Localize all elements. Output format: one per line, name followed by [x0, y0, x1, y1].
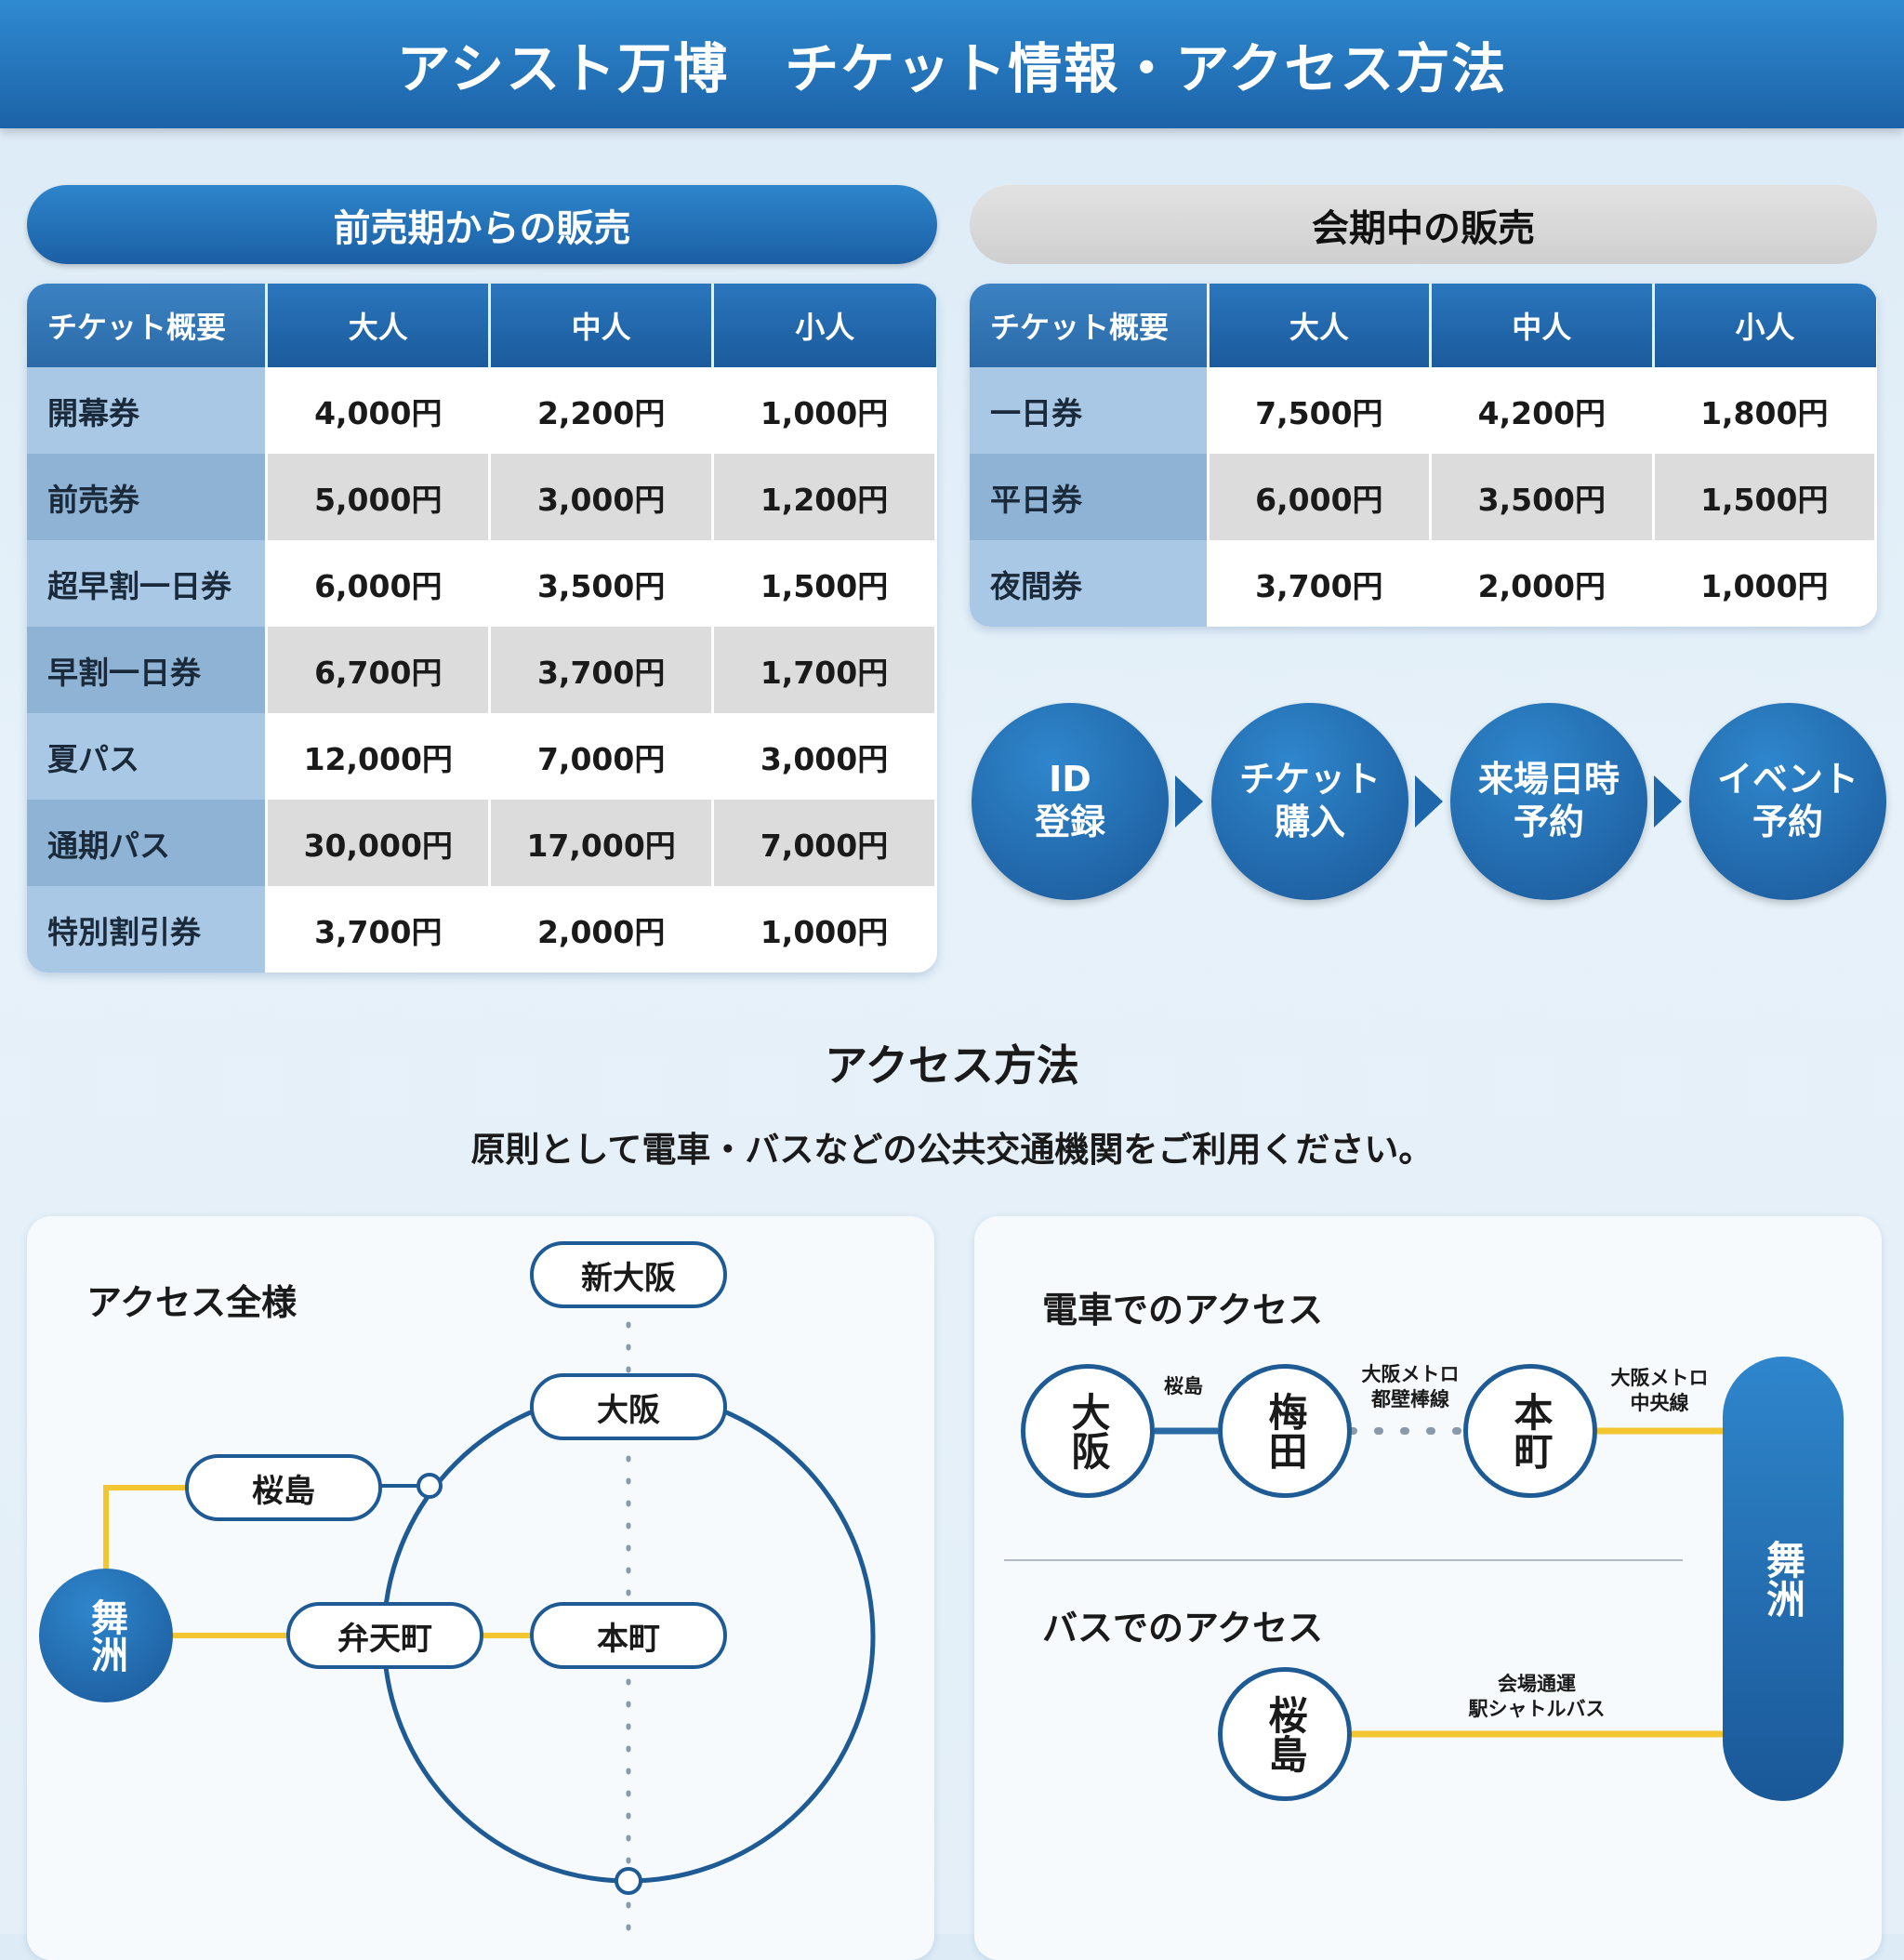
page-header: アシスト万博 チケット情報・アクセス方法	[0, 0, 1904, 128]
price-cell: 4,000円	[266, 367, 492, 454]
line-label-sakurajima: 桜島	[1164, 1375, 1203, 1397]
access-title: アクセス方法	[825, 1040, 1079, 1091]
column-header: 大人	[266, 284, 492, 367]
price-cell: 2,000円	[489, 886, 715, 973]
table-row: 開幕券 4,000円 2,200円 1,000円	[27, 367, 937, 454]
price-cell: 1,200円	[712, 454, 937, 540]
price-cell: 3,700円	[266, 886, 492, 973]
column-header: チケット概要	[970, 284, 1210, 367]
price-cell: 5,000円	[266, 454, 492, 540]
price-cell: 4,200円	[1430, 367, 1655, 454]
column-header: 中人	[489, 284, 715, 367]
yellow-line-sakurajima	[103, 1485, 186, 1581]
column-header: 大人	[1208, 284, 1433, 367]
price-cell: 1,500円	[1653, 454, 1877, 540]
page-title: アシスト万博 チケット情報・アクセス方法	[396, 37, 1508, 100]
price-cell: 1,000円	[1653, 540, 1877, 627]
price-cell: 3,700円	[489, 627, 715, 713]
price-cell: 2,200円	[489, 367, 715, 454]
arrow-right-icon	[1175, 775, 1203, 828]
ticket-type-cell: 前売券	[27, 454, 269, 540]
bus-title: バスでのアクセス	[1042, 1608, 1324, 1649]
price-cell: 3,000円	[489, 454, 715, 540]
station-shin-osaka: 新大阪	[530, 1241, 727, 1308]
flow-step: チケット 購入	[1211, 703, 1408, 900]
ticket-type-cell: 夏パス	[27, 713, 269, 800]
price-cell: 7,000円	[489, 713, 715, 800]
column-header: チケット概要	[27, 284, 269, 367]
price-cell: 12,000円	[266, 713, 492, 800]
price-cell: 3,000円	[712, 713, 937, 800]
table-header-row: チケット概要 大人 中人 小人	[970, 284, 1876, 367]
price-cell: 7,000円	[712, 800, 937, 886]
flow-step: イベント 予約	[1689, 703, 1886, 900]
junction-node	[615, 1867, 642, 1895]
table-row: 超早割一日券 6,000円 3,500円 1,500円	[27, 540, 937, 627]
table-row: 通期パス 30,000円 17,000円 7,000円	[27, 800, 937, 886]
table-row: 特別割引券 3,700円 2,000円 1,000円	[27, 886, 937, 973]
price-cell: 3,700円	[1208, 540, 1433, 627]
table-row: 夏パス 12,000円 7,000円 3,000円	[27, 713, 937, 800]
flow-step: ID 登録	[972, 703, 1169, 900]
station-honmachi: 本町	[530, 1602, 727, 1669]
ticket-type-cell: 平日券	[970, 454, 1210, 540]
train-station-umeda: 梅田	[1218, 1364, 1352, 1498]
column-header: 小人	[1653, 284, 1876, 367]
train-title: 電車でのアクセス	[1042, 1290, 1324, 1331]
train-station-honmachi: 本町	[1463, 1364, 1597, 1498]
ticket-type-cell: 通期パス	[27, 800, 269, 886]
overview-panel	[27, 1216, 934, 1960]
price-cell: 1,000円	[712, 886, 937, 973]
price-cell: 1,500円	[712, 540, 937, 627]
during-heading: 会期中の販売	[970, 185, 1877, 264]
overview-title: アクセス全様	[86, 1282, 298, 1323]
ticket-type-cell: 特別割引券	[27, 886, 269, 973]
presale-table: チケット概要 大人 中人 小人 開幕券 4,000円 2,200円 1,000円 前売券 5,00…	[27, 284, 937, 973]
ticket-type-cell: 早割一日券	[27, 627, 269, 713]
line-label-metro-1: 大阪メトロ 都壁棒線	[1361, 1363, 1460, 1411]
table-row: 平日券 6,000円 3,500円 1,500円	[970, 454, 1877, 540]
price-cell: 3,500円	[1430, 454, 1655, 540]
presale-heading: 前売期からの販売	[27, 185, 937, 264]
ticket-type-cell: 夜間券	[970, 540, 1210, 627]
destination-maishima: 舞洲	[1723, 1357, 1844, 1801]
column-header: 中人	[1430, 284, 1655, 367]
ticket-type-cell: 一日券	[970, 367, 1210, 454]
price-cell: 7,500円	[1208, 367, 1433, 454]
arrow-right-icon	[1654, 775, 1682, 828]
station-maishima: 舞洲	[39, 1569, 173, 1702]
table-header-row: チケット概要 大人 中人 小人	[27, 284, 936, 367]
price-cell: 2,000円	[1430, 540, 1655, 627]
arrow-right-icon	[1415, 775, 1443, 828]
train-station-osaka: 大阪	[1021, 1364, 1155, 1498]
column-header: 小人	[712, 284, 936, 367]
table-row: 早割一日券 6,700円 3,700円 1,700円	[27, 627, 937, 713]
station-sakurajima: 桜島	[185, 1454, 382, 1521]
during-table: チケット概要 大人 中人 小人 一日券 7,500円 4,200円 1,800円 平日券 6,00…	[970, 284, 1877, 627]
price-cell: 1,000円	[712, 367, 937, 454]
price-cell: 6,000円	[266, 540, 492, 627]
price-cell: 3,500円	[489, 540, 715, 627]
station-bentencho: 弁天町	[286, 1602, 483, 1669]
price-cell: 1,800円	[1653, 367, 1877, 454]
price-cell: 30,000円	[266, 800, 492, 886]
price-cell: 1,700円	[712, 627, 937, 713]
access-subtitle: 原則として電車・バスなどの公共交通機関をご利用ください。	[470, 1130, 1434, 1170]
price-cell: 17,000円	[489, 800, 715, 886]
table-row: 前売券 5,000円 3,000円 1,200円	[27, 454, 937, 540]
bus-station-sakurajima: 桜島	[1218, 1667, 1352, 1801]
ticket-type-cell: 開幕券	[27, 367, 269, 454]
table-row: 夜間券 3,700円 2,000円 1,000円	[970, 540, 1877, 627]
line-label-metro-chuo: 大阪メトロ 中央線	[1610, 1367, 1709, 1415]
table-row: 一日券 7,500円 4,200円 1,800円	[970, 367, 1877, 454]
price-cell: 6,000円	[1208, 454, 1433, 540]
price-cell: 6,700円	[266, 627, 492, 713]
bus-label-shuttle: 会場通運 駅シャトルバス	[1468, 1673, 1606, 1721]
flow-step: 来場日時 予約	[1450, 703, 1647, 900]
station-osaka: 大阪	[530, 1373, 727, 1440]
junction-node	[416, 1473, 443, 1499]
ticket-type-cell: 超早割一日券	[27, 540, 269, 627]
